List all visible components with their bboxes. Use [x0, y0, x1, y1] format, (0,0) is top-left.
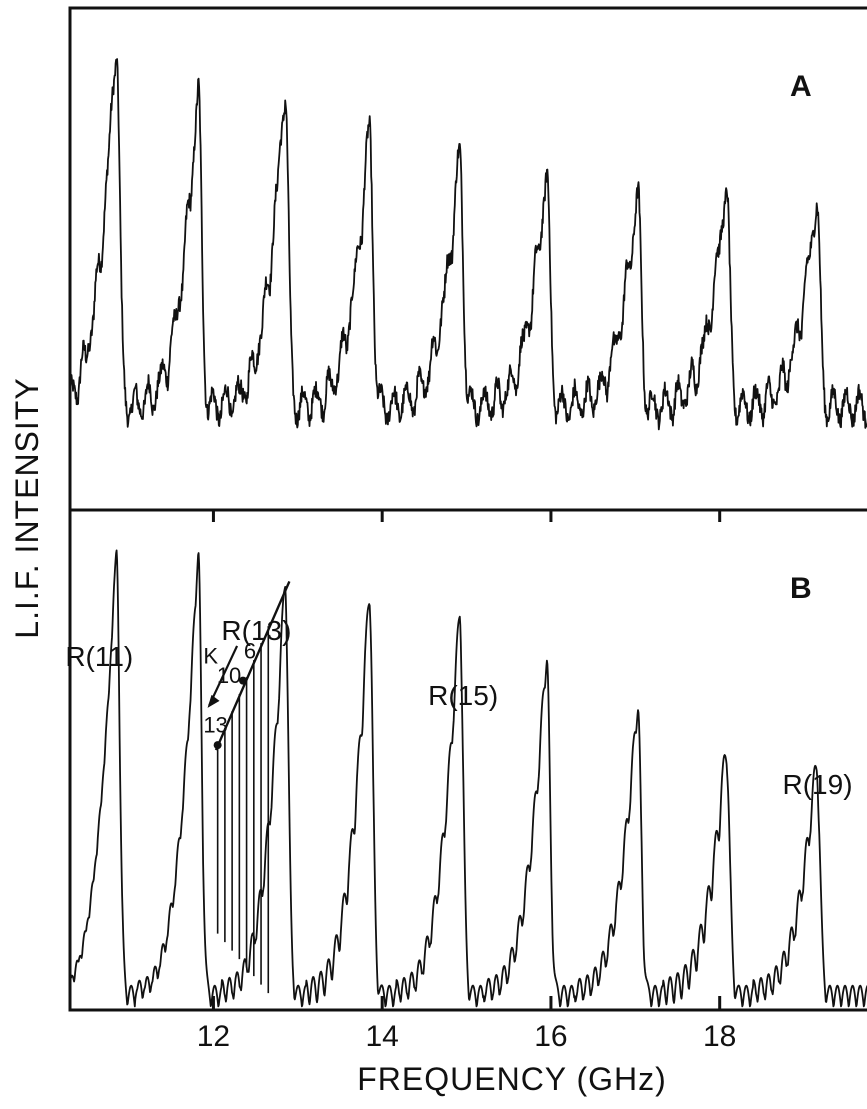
x-axis-title: FREQUENCY (GHz) [357, 1061, 667, 1097]
panel-label-b: B [790, 572, 812, 605]
k-structure-group: K 610 13 [203, 580, 291, 994]
k-arrow-head [207, 694, 220, 708]
peak-annotation: R(13) [221, 615, 291, 646]
k-value-label: 13 [203, 713, 227, 738]
k-value-label: 6 [244, 638, 256, 663]
trace-a [69, 58, 867, 431]
k-marker-dot [213, 741, 222, 750]
k-marker-dot [238, 676, 247, 685]
peak-annotation: R(19) [783, 769, 853, 800]
y-axis-title: L.I.F. INTENSITY [9, 377, 45, 638]
x-tick-label: 14 [366, 1020, 399, 1053]
k-arrow [208, 645, 239, 706]
k-value-label: 10 [217, 663, 241, 688]
peak-annotation: R(11) [65, 641, 133, 672]
x-tick-label: 18 [703, 1020, 736, 1053]
k-axis-label: K [203, 643, 218, 668]
panel-label-a: A [790, 70, 812, 103]
peak-annotation: R(15) [428, 680, 498, 711]
ticks-group [211, 510, 722, 1010]
x-tick-label: 12 [197, 1020, 230, 1053]
tick-labels-group: 12 14 16 18 [197, 1020, 737, 1053]
trace-b [69, 549, 867, 1008]
k-diagonal [214, 580, 291, 751]
annotations-group: R(11) R(13) R(15) R(19) [65, 615, 852, 800]
x-tick-label: 16 [534, 1020, 567, 1053]
